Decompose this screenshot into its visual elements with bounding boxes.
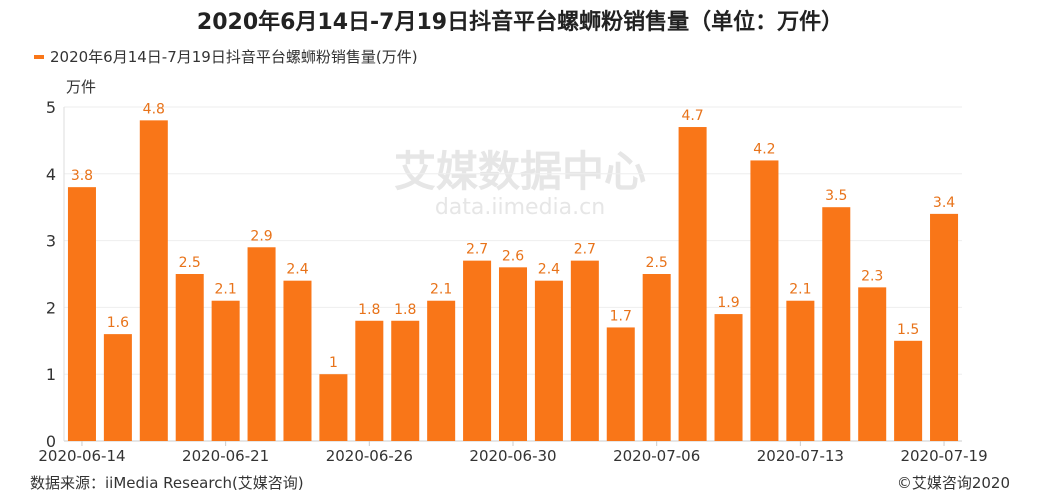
y-tick-label: 4 <box>46 165 56 184</box>
bar <box>67 187 96 441</box>
data-label: 3.5 <box>825 188 847 204</box>
data-label: 1.6 <box>107 315 129 331</box>
bar <box>606 327 635 441</box>
y-tick-label: 5 <box>46 98 56 117</box>
bar <box>247 247 276 441</box>
bar <box>283 280 312 441</box>
y-tick-label: 2 <box>46 298 56 317</box>
watermark-url: data.iimedia.cn <box>435 195 605 220</box>
data-label: 1.8 <box>358 302 380 318</box>
legend-label: 2020年6月14日-7月19日抖音平台螺蛳粉销售量(万件) <box>50 48 418 66</box>
bar <box>570 260 599 441</box>
y-tick-label: 1 <box>46 365 56 384</box>
data-label: 2.4 <box>538 262 560 278</box>
data-label: 1.5 <box>897 322 919 338</box>
data-label: 2.7 <box>574 242 596 258</box>
data-label: 2.3 <box>861 268 883 284</box>
bar <box>714 314 743 441</box>
data-label: 4.2 <box>753 141 775 157</box>
data-label: 1.9 <box>717 295 739 311</box>
bar <box>858 287 887 441</box>
bar <box>678 127 707 441</box>
x-tick-label: 2020-06-26 <box>326 447 413 465</box>
data-label: 1.7 <box>610 308 632 324</box>
bar <box>894 340 923 441</box>
bar <box>822 207 851 441</box>
x-tick-label: 2020-07-06 <box>613 447 700 465</box>
watermark-brand: 艾媒数据中心 <box>394 147 646 196</box>
data-label: 1.8 <box>394 302 416 318</box>
bar <box>642 274 671 441</box>
bar <box>463 260 492 441</box>
data-label: 2.1 <box>430 282 452 298</box>
bar <box>930 213 959 441</box>
data-label: 3.8 <box>71 168 93 184</box>
bar <box>139 120 168 442</box>
legend: 2020年6月14日-7月19日抖音平台螺蛳粉销售量(万件) <box>34 46 418 67</box>
bar <box>786 300 815 441</box>
data-label: 4.8 <box>143 101 165 117</box>
data-label: 3.4 <box>933 195 955 211</box>
data-label: 2.6 <box>502 248 524 264</box>
y-tick-label: 3 <box>46 232 56 251</box>
bar <box>391 320 420 441</box>
bar <box>103 334 132 441</box>
data-label: 2.1 <box>789 282 811 298</box>
x-tick-label: 2020-06-21 <box>182 447 269 465</box>
x-tick-label: 2020-06-14 <box>38 447 125 465</box>
bar <box>427 300 456 441</box>
bar <box>498 267 528 441</box>
bar <box>211 300 240 441</box>
x-tick-label: 2020-06-30 <box>469 447 556 465</box>
source-note: 数据来源：iiMedia Research(艾媒咨询) <box>30 474 304 492</box>
data-label: 4.7 <box>681 108 703 124</box>
data-label: 2.7 <box>466 242 488 258</box>
data-label: 2.4 <box>286 262 308 278</box>
y-axis-label: 万件 <box>66 78 97 96</box>
y-tick-label: 0 <box>46 432 56 451</box>
legend-swatch <box>34 54 44 59</box>
data-label: 2.5 <box>646 255 668 271</box>
x-tick-label: 2020-07-13 <box>757 447 844 465</box>
bar <box>750 160 779 441</box>
bar <box>355 320 384 441</box>
bar <box>534 280 563 441</box>
data-label: 2.1 <box>215 282 237 298</box>
data-label: 2.5 <box>179 255 201 271</box>
copyright: ©艾媒咨询2020 <box>896 474 1010 492</box>
bar <box>175 274 204 441</box>
bar <box>319 374 348 441</box>
chart-title: 2020年6月14日-7月19日抖音平台螺蛳粉销售量（单位：万件） <box>196 10 844 35</box>
x-tick-label: 2020-07-19 <box>900 447 987 465</box>
data-label: 1 <box>329 355 338 371</box>
data-label: 2.9 <box>250 228 272 244</box>
